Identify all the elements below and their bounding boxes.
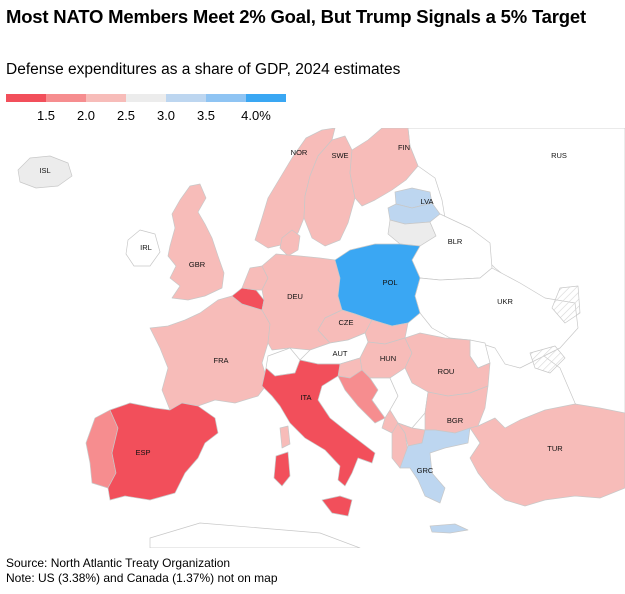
- region-irl: [125, 229, 161, 267]
- region-dnk: [279, 229, 301, 257]
- region-crete: [429, 523, 469, 534]
- label-fin: FIN: [398, 143, 410, 152]
- country-labels: ISL NOR SWE FIN RUS LVA BLR IRL GBR DEU …: [39, 143, 567, 475]
- label-aut: AUT: [333, 349, 348, 358]
- legend-swatch: [86, 94, 126, 102]
- region-sardinia: [273, 451, 291, 487]
- region-pol: [334, 243, 421, 327]
- region-fra: [149, 295, 271, 411]
- legend-tick: 3.5: [196, 108, 216, 123]
- label-ukr: UKR: [497, 297, 513, 306]
- source-text: Source: North Atlantic Treaty Organizati…: [6, 556, 231, 570]
- label-bgr: BGR: [447, 416, 464, 425]
- region-crimea: [529, 345, 566, 374]
- region-east-ukraine: [551, 285, 581, 324]
- region-che: [265, 347, 301, 377]
- region-gbr: [167, 183, 225, 301]
- legend-swatch: [166, 94, 206, 102]
- label-grc: GRC: [417, 466, 434, 475]
- legend-tick: 1.5: [36, 108, 56, 123]
- region-corsica: [279, 425, 291, 449]
- label-deu: DEU: [287, 292, 303, 301]
- legend-tick: 4.0%: [241, 108, 271, 123]
- label-rou: ROU: [438, 367, 455, 376]
- label-blr: BLR: [448, 237, 463, 246]
- label-gbr: GBR: [189, 260, 206, 269]
- europe-map: ISL NOR SWE FIN RUS LVA BLR IRL GBR DEU …: [17, 128, 625, 548]
- label-hun: HUN: [380, 354, 396, 363]
- label-rus: RUS: [551, 151, 567, 160]
- label-isl: ISL: [39, 166, 50, 175]
- legend-tick: 2.0: [76, 108, 96, 123]
- chart-subtitle: Defense expenditures as a share of GDP, …: [6, 61, 401, 78]
- footer: Source: North Atlantic Treaty Organizati…: [6, 556, 278, 586]
- color-legend: 1.5 2.0 2.5 3.0 3.5 4.0%: [6, 94, 296, 126]
- chart-title: Most NATO Members Meet 2% Goal, But Trum…: [6, 6, 586, 27]
- label-pol: POL: [382, 278, 397, 287]
- label-fra: FRA: [214, 356, 229, 365]
- region-sicily: [321, 495, 353, 517]
- region-fin: [349, 128, 419, 207]
- label-lva: LVA: [420, 197, 433, 206]
- label-esp: ESP: [135, 448, 150, 457]
- region-grc: [399, 427, 471, 504]
- note-text: Note: US (3.38%) and Canada (1.37%) not …: [6, 571, 278, 585]
- label-tur: TUR: [547, 444, 563, 453]
- label-ita: ITA: [300, 393, 311, 402]
- region-srb: [389, 367, 429, 429]
- label-nor: NOR: [291, 148, 308, 157]
- legend-swatch: [246, 94, 286, 102]
- region-ita: [261, 359, 376, 487]
- region-tur: [469, 403, 625, 507]
- legend-tick: 2.5: [116, 108, 136, 123]
- legend-swatch: [206, 94, 246, 102]
- region-north-africa: [149, 522, 361, 548]
- legend-swatch: [6, 94, 46, 102]
- label-irl: IRL: [140, 243, 152, 252]
- legend-tick: 3.0: [156, 108, 176, 123]
- region-isl: [17, 155, 73, 189]
- legend-swatch: [46, 94, 86, 102]
- region-esp: [107, 402, 219, 501]
- label-swe: SWE: [331, 151, 348, 160]
- legend-swatch: [126, 94, 166, 102]
- label-cze: CZE: [339, 318, 354, 327]
